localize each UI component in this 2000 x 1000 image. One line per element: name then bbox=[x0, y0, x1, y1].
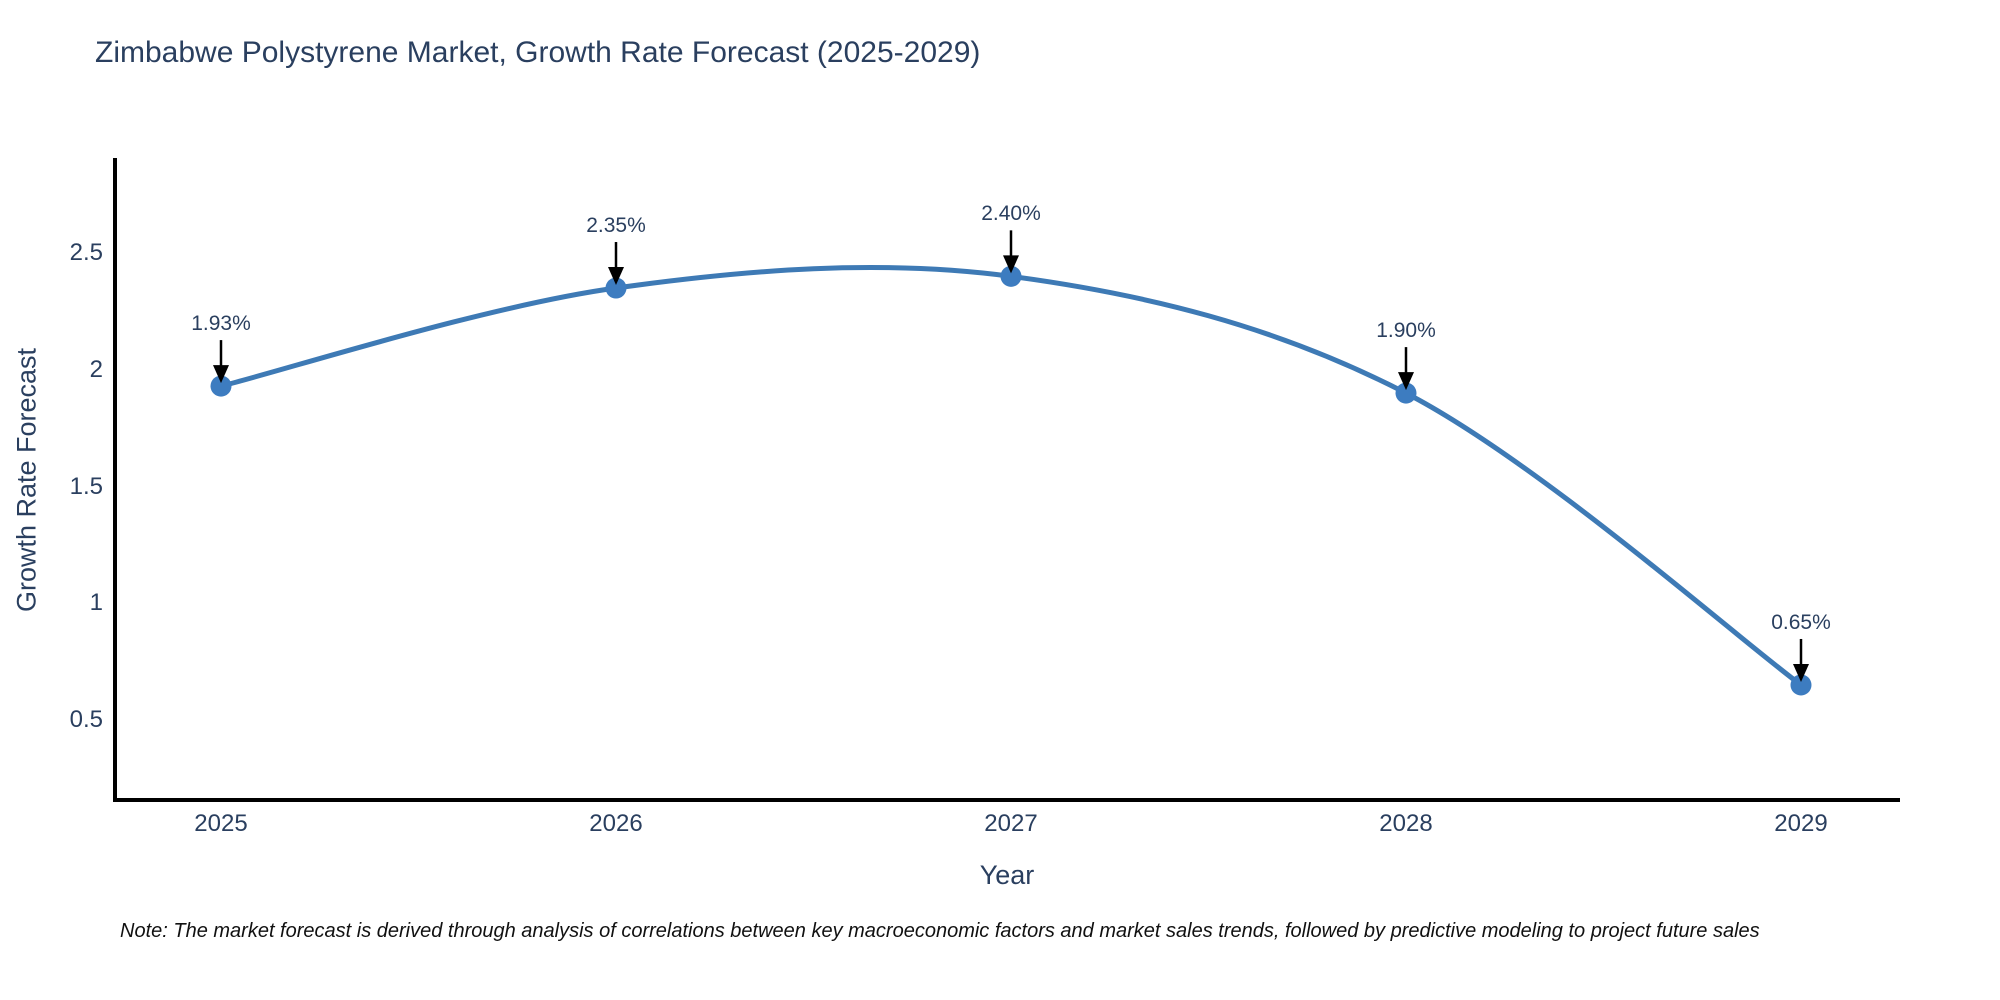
data-point-marker bbox=[210, 375, 232, 397]
annotation-arrow-head bbox=[213, 365, 229, 384]
x-tick-label: 2029 bbox=[1774, 810, 1828, 837]
chart-title: Zimbabwe Polystyrene Market, Growth Rate… bbox=[95, 36, 981, 69]
point-value-label: 2.40% bbox=[981, 202, 1041, 226]
annotation-arrow-head bbox=[1398, 372, 1414, 391]
chart-footnote: Note: The market forecast is derived thr… bbox=[120, 920, 1760, 942]
x-tick-label: 2025 bbox=[194, 810, 248, 837]
point-value-label: 1.90% bbox=[1376, 319, 1436, 343]
y-tick-label: 1.5 bbox=[69, 472, 103, 500]
annotation-arrow-head bbox=[608, 267, 624, 286]
y-tick-label: 2.5 bbox=[69, 239, 103, 266]
point-value-label: 1.93% bbox=[191, 312, 251, 336]
forecast-line bbox=[218, 265, 1804, 688]
point-value-label: 2.35% bbox=[586, 214, 646, 238]
x-tick-label: 2028 bbox=[1379, 810, 1433, 837]
point-value-label: 0.65% bbox=[1771, 610, 1831, 634]
data-point-marker bbox=[605, 277, 627, 299]
x-axis-title: Year bbox=[979, 860, 1035, 890]
x-tick-label: 2027 bbox=[984, 810, 1038, 837]
y-tick-label: 2 bbox=[89, 355, 103, 383]
data-point-marker bbox=[1395, 382, 1417, 404]
annotation-arrow-head bbox=[1003, 255, 1019, 274]
y-axis-title: Growth Rate Forecast bbox=[11, 347, 42, 613]
data-point-marker bbox=[1790, 674, 1812, 696]
annotation-arrow-head bbox=[1793, 663, 1809, 682]
x-tick-label: 2026 bbox=[589, 810, 643, 837]
y-tick-label: 1 bbox=[89, 589, 103, 617]
y-tick-label: 0.5 bbox=[69, 706, 103, 733]
data-point-marker bbox=[1000, 265, 1022, 287]
